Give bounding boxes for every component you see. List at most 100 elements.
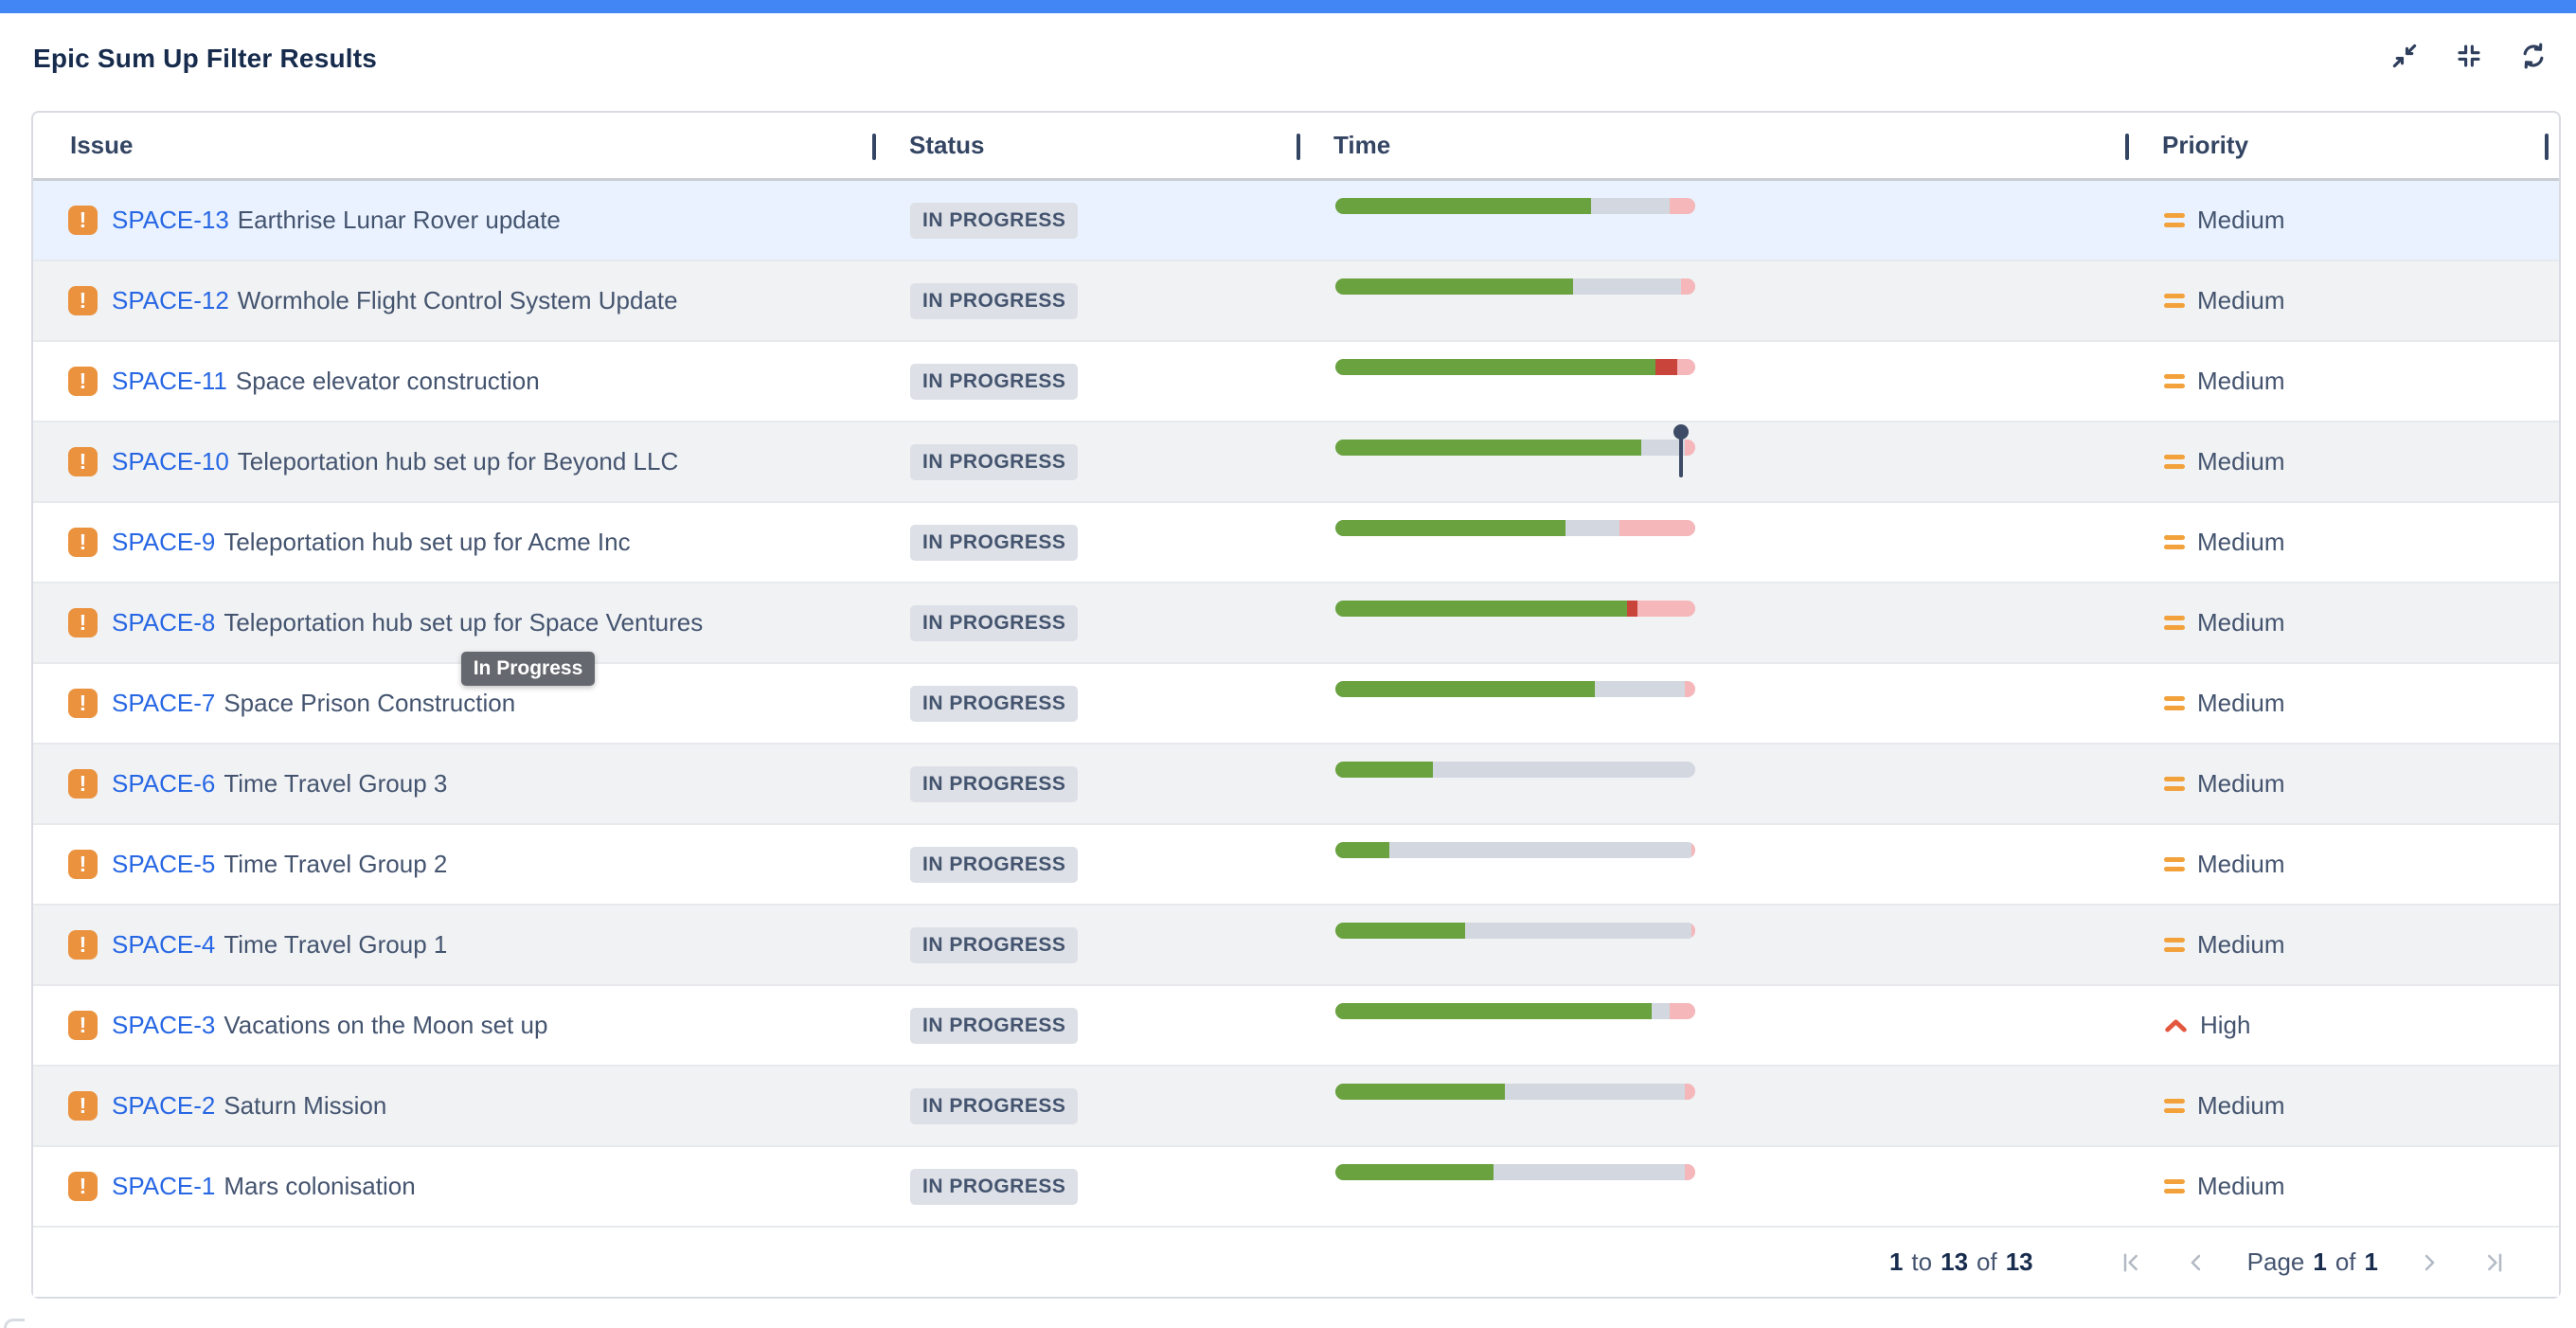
medium-priority-icon <box>2164 1179 2185 1193</box>
status-cell: IN PROGRESS <box>872 181 1297 260</box>
column-header-status[interactable]: Status <box>909 131 985 159</box>
progress-segment-green <box>1335 601 1627 617</box>
page-word: Page <box>2246 1247 2305 1276</box>
issue-key-link[interactable]: SPACE-4 <box>112 930 216 959</box>
page-number: 1 <box>2313 1247 2327 1276</box>
priority-label: Medium <box>2197 850 2285 878</box>
time-cell <box>1297 1067 2125 1145</box>
epic-issue-type-icon: ! <box>68 689 98 718</box>
next-page-button[interactable] <box>2416 1249 2442 1276</box>
table-row[interactable]: ! SPACE-2 Saturn Mission IN PROGRESS Medi… <box>33 1067 2559 1147</box>
status-badge: IN PROGRESS <box>910 202 1079 239</box>
range-end: 13 <box>1941 1247 1969 1276</box>
medium-priority-icon <box>2164 374 2185 388</box>
column-resize-handle[interactable] <box>2125 134 2129 160</box>
widget-title: Epic Sum Up Filter Results <box>33 44 378 73</box>
issue-key-link[interactable]: SPACE-12 <box>112 286 229 314</box>
progress-track <box>1335 359 1695 375</box>
time-cell <box>1297 503 2125 582</box>
issue-cell: ! SPACE-12 Wormhole Flight Control System… <box>33 261 872 340</box>
status-tooltip: In Progress <box>461 652 595 686</box>
issue-key-link[interactable]: SPACE-5 <box>112 850 216 878</box>
time-cell <box>1297 825 2125 904</box>
table-row[interactable]: ! SPACE-11 Space elevator construction IN… <box>33 342 2559 422</box>
column-resize-handle[interactable] <box>2545 134 2549 160</box>
priority-label: Medium <box>2197 1172 2285 1200</box>
status-cell: IN PROGRESS <box>872 503 1297 582</box>
progress-segment-green <box>1335 278 1573 295</box>
issue-cell: ! SPACE-4 Time Travel Group 1 <box>33 906 872 984</box>
issue-summary: Space elevator construction <box>235 367 540 395</box>
table-row[interactable]: ! SPACE-4 Time Travel Group 1 IN PROGRESS… <box>33 906 2559 986</box>
issue-key-link[interactable]: SPACE-8 <box>112 608 216 637</box>
time-cell <box>1297 1147 2125 1226</box>
column-header-issue[interactable]: Issue <box>70 131 134 159</box>
issue-cell: ! SPACE-11 Space elevator construction <box>33 342 872 421</box>
exit-fullscreen-icon[interactable] <box>2390 42 2419 70</box>
table-row[interactable]: ! SPACE-6 Time Travel Group 3 IN PROGRESS… <box>33 745 2559 825</box>
priority-label: Medium <box>2197 689 2285 717</box>
progress-track <box>1335 923 1695 939</box>
table-row[interactable]: ! SPACE-8 Teleportation hub set up for Sp… <box>33 583 2559 664</box>
column-header-time[interactable]: Time <box>1333 131 1391 159</box>
priority-label: Medium <box>2197 930 2285 959</box>
issue-cell: ! SPACE-7 Space Prison Construction <box>33 664 872 743</box>
priority-cell: Medium <box>2125 422 2559 501</box>
status-cell: IN PROGRESS <box>872 422 1297 501</box>
last-page-button[interactable] <box>2480 1249 2507 1276</box>
progress-track <box>1335 1084 1695 1100</box>
issue-summary: Teleportation hub set up for Beyond LLC <box>237 447 679 476</box>
progress-segment-pink <box>1691 842 1695 858</box>
table-row[interactable]: ! SPACE-3 Vacations on the Moon set up IN… <box>33 986 2559 1067</box>
progress-segment-pink <box>1619 520 1695 536</box>
issue-key-link[interactable]: SPACE-9 <box>112 528 216 556</box>
issue-summary: Saturn Mission <box>224 1091 387 1120</box>
time-progress-bar <box>1335 1084 1695 1100</box>
priority-cell: Medium <box>2125 583 2559 662</box>
page-of-word: of <box>2334 1247 2356 1276</box>
table-row[interactable]: ! SPACE-10 Teleportation hub set up for B… <box>33 422 2559 503</box>
issue-cell: ! SPACE-6 Time Travel Group 3 <box>33 745 872 823</box>
priority-label: Medium <box>2197 447 2285 476</box>
issue-key-link[interactable]: SPACE-13 <box>112 206 229 234</box>
issue-key-link[interactable]: SPACE-7 <box>112 689 216 717</box>
table-row[interactable]: ! SPACE-13 Earthrise Lunar Rover update I… <box>33 181 2559 261</box>
issue-summary: Space Prison Construction <box>224 689 516 717</box>
table-row[interactable]: ! SPACE-9 Teleportation hub set up for Ac… <box>33 503 2559 583</box>
status-badge: IN PROGRESS <box>910 685 1079 722</box>
issue-key-link[interactable]: SPACE-10 <box>112 447 229 476</box>
priority-cell: Medium <box>2125 664 2559 743</box>
column-resize-handle[interactable] <box>872 134 876 160</box>
table-row[interactable]: ! SPACE-1 Mars colonisation IN PROGRESS M… <box>33 1147 2559 1228</box>
priority-cell: Medium <box>2125 181 2559 260</box>
column-resize-handle[interactable] <box>1297 134 1300 160</box>
table-row[interactable]: ! SPACE-7 Space Prison Construction IN PR… <box>33 664 2559 745</box>
issue-cell: ! SPACE-10 Teleportation hub set up for B… <box>33 422 872 501</box>
time-progress-bar <box>1335 601 1695 617</box>
table-row[interactable]: ! SPACE-12 Wormhole Flight Control System… <box>33 261 2559 342</box>
table-row[interactable]: ! SPACE-5 Time Travel Group 2 IN PROGRESS… <box>33 825 2559 906</box>
progress-segment-green <box>1335 923 1465 939</box>
issue-key-link[interactable]: SPACE-1 <box>112 1172 216 1200</box>
medium-priority-icon <box>2164 294 2185 308</box>
page-info: Page 1 of 1 <box>2247 1247 2378 1277</box>
epic-issue-type-icon: ! <box>68 1011 98 1040</box>
previous-page-button[interactable] <box>2183 1249 2209 1276</box>
issue-summary: Teleportation hub set up for Space Ventu… <box>224 608 704 637</box>
column-header-priority[interactable]: Priority <box>2162 131 2249 159</box>
progress-track <box>1335 1164 1695 1180</box>
issue-summary: Time Travel Group 3 <box>224 769 448 798</box>
epic-issue-type-icon: ! <box>68 447 98 476</box>
issue-key-link[interactable]: SPACE-6 <box>112 769 216 798</box>
status-badge: IN PROGRESS <box>910 846 1079 883</box>
issue-key-link[interactable]: SPACE-2 <box>112 1091 216 1120</box>
first-page-button[interactable] <box>2119 1249 2145 1276</box>
priority-label: Medium <box>2197 1091 2285 1120</box>
deadline-pin-marker <box>1673 424 1689 479</box>
time-cell <box>1297 664 2125 743</box>
range-to-word: to <box>1911 1247 1933 1276</box>
issue-key-link[interactable]: SPACE-3 <box>112 1011 216 1039</box>
refresh-icon[interactable] <box>2519 42 2548 70</box>
issue-key-link[interactable]: SPACE-11 <box>112 367 227 395</box>
collapse-all-icon[interactable] <box>2455 42 2483 70</box>
